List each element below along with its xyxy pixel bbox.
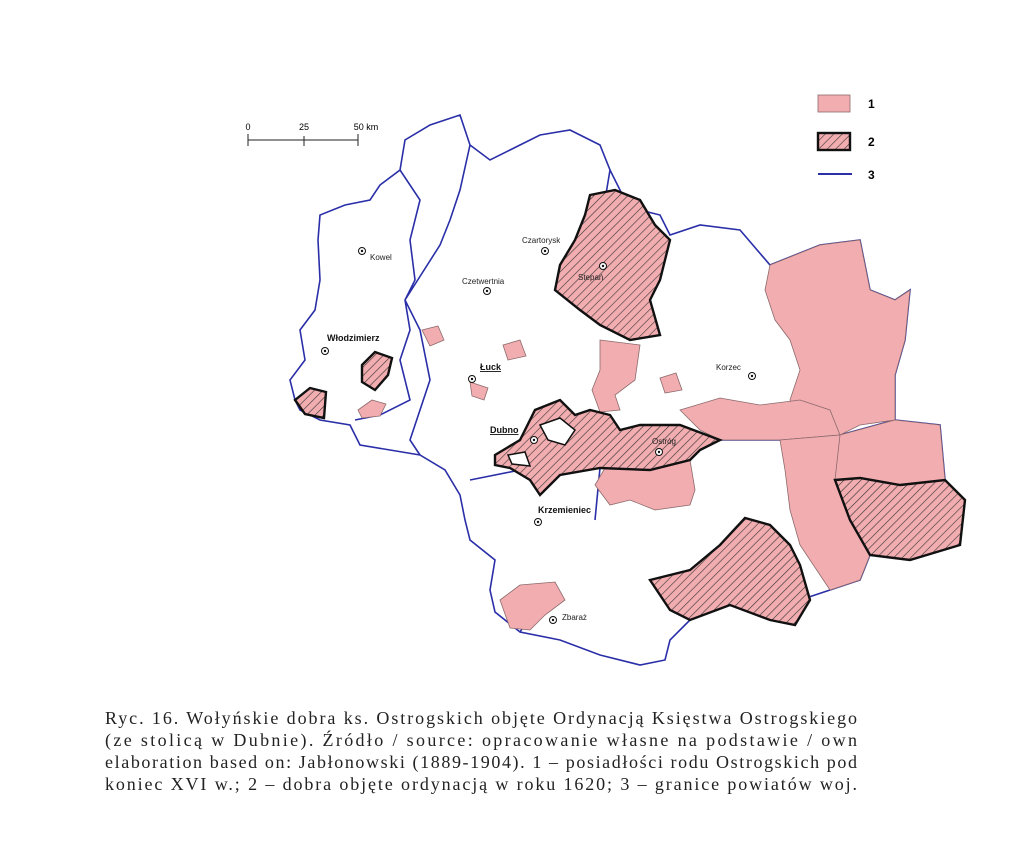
- caption-line: koniec XVI w.; 2 – dobra objęte ordynacj…: [105, 774, 857, 794]
- town-label: Czartorysk: [522, 236, 561, 245]
- town-marker: [485, 289, 489, 293]
- caption-line: elaboration based on: Jabłonowski (1889-…: [105, 752, 857, 773]
- towns: Kowel Włodzimierz Czartorysk Czetwertnia Ste…: [321, 236, 756, 624]
- town-marker: [360, 249, 364, 253]
- town-marker: [551, 618, 555, 622]
- enclave: [506, 417, 577, 467]
- caption: Ryc. 16. Wołyńskie dobra ks. Ostrogskich…: [105, 708, 857, 794]
- town-label: Krzemieniec: [538, 505, 591, 515]
- legend-label: 1: [868, 97, 875, 111]
- scale-bar: 0 25 50 km: [245, 122, 378, 146]
- legend-label: 3: [868, 168, 875, 182]
- town-label: Dubno: [490, 425, 519, 435]
- estate: [764, 239, 911, 436]
- legend: 1 2 3: [816, 94, 875, 182]
- town-label: Czetwertnia: [462, 277, 505, 286]
- town-marker: [601, 264, 605, 268]
- town-marker: [657, 450, 661, 454]
- ordinance-estate: [293, 350, 394, 420]
- scale-label: 50 km: [354, 122, 379, 132]
- town-label: Korzec: [716, 363, 741, 372]
- town-label: Zbaraż: [562, 613, 587, 622]
- town-marker: [543, 249, 547, 253]
- caption-line: Ryc. 16. Wołyńskie dobra ks. Ostrogskich…: [105, 708, 857, 728]
- ordinance-estate: [553, 188, 672, 342]
- town-marker: [536, 520, 540, 524]
- town-label: Kowel: [370, 253, 392, 262]
- estate: [779, 434, 871, 591]
- town-marker: [750, 374, 754, 378]
- town-label: Stepań: [578, 273, 603, 282]
- town-marker: [470, 377, 474, 381]
- town-marker: [532, 438, 536, 442]
- estate: [499, 581, 566, 631]
- map: [289, 113, 967, 666]
- ordinance-estate: [648, 516, 812, 627]
- town-label: Ostróg: [652, 437, 676, 446]
- legend-label: 2: [868, 135, 875, 149]
- scale-label: 0: [245, 122, 250, 132]
- town-label: Łuck: [480, 362, 502, 372]
- ordinance-estate: [833, 476, 967, 562]
- caption-line: (ze stolicą w Dubnie). Źródło / source: …: [105, 729, 857, 751]
- estate: [591, 339, 641, 413]
- town-marker: [323, 349, 327, 353]
- estate: [357, 325, 683, 419]
- scale-label: 25: [299, 122, 309, 132]
- town-label: Włodzimierz: [327, 333, 380, 343]
